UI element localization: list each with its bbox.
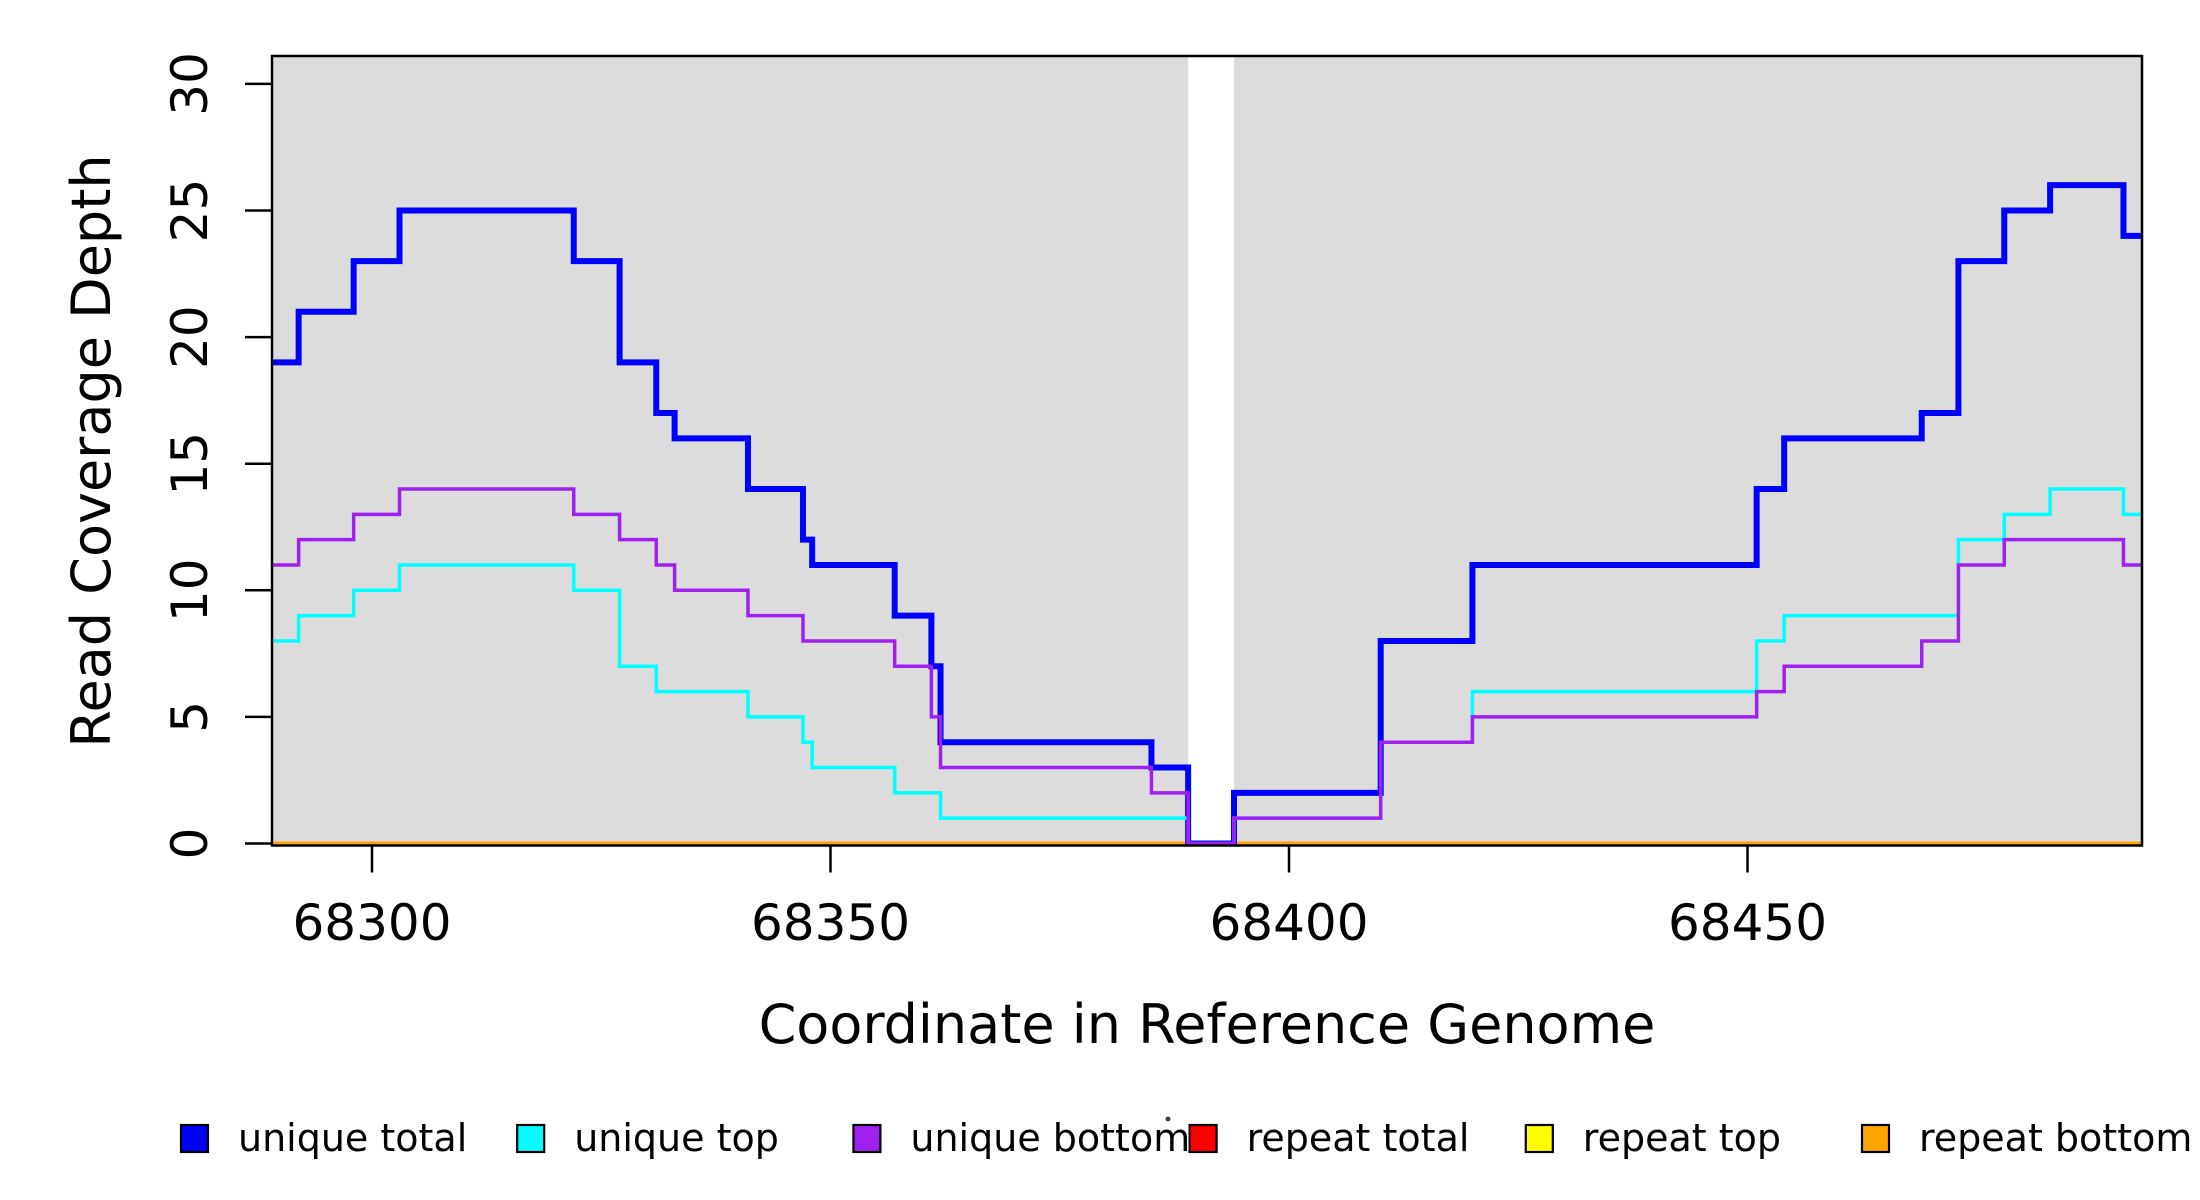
legend: unique total unique top unique bottom repea… bbox=[179, 1116, 2192, 1160]
x-tick-label: 68400 bbox=[1209, 894, 1368, 952]
legend-label-unique-total: unique total bbox=[238, 1116, 467, 1160]
y-axis: 0 5 10 15 20 25 30 bbox=[161, 52, 272, 859]
x-tick-label: 68350 bbox=[751, 894, 910, 952]
y-axis-title: Read Coverage Depth bbox=[60, 154, 123, 747]
y-tick-label: 10 bbox=[161, 558, 219, 622]
legend-label-unique-top: unique top bbox=[574, 1116, 779, 1160]
y-tick-label: 20 bbox=[161, 305, 219, 369]
series-line-unique-bottom bbox=[272, 487, 2142, 846]
shaded-region-left bbox=[272, 56, 1189, 846]
legend-label-repeat-total: repeat total bbox=[1247, 1116, 1470, 1160]
legend-swatch-repeat-total bbox=[1188, 1123, 1218, 1154]
legend-swatch-unique-top bbox=[516, 1123, 546, 1154]
legend-swatch-repeat-top bbox=[1524, 1123, 1554, 1154]
plot-frame bbox=[270, 54, 2144, 847]
plot-background bbox=[272, 56, 2142, 846]
y-tick-label: 15 bbox=[161, 432, 219, 496]
stray-mark bbox=[1165, 1116, 1171, 1122]
legend-swatch-unique-total bbox=[179, 1123, 210, 1154]
x-axis: 68300 68350 68400 68450 bbox=[292, 845, 1827, 952]
legend-label-unique-bottom: unique bottom bbox=[910, 1116, 1190, 1160]
series-line-unique-top bbox=[272, 487, 2142, 846]
legend-label-repeat-bottom: repeat bottom bbox=[1919, 1116, 2192, 1160]
x-tick-label: 68450 bbox=[1668, 894, 1827, 952]
y-tick-label: 5 bbox=[161, 701, 219, 733]
y-tick-label: 30 bbox=[161, 52, 219, 116]
series-line-unique-total bbox=[272, 182, 2142, 847]
plot-border bbox=[270, 54, 2144, 847]
shaded-region-right bbox=[1233, 56, 2142, 846]
legend-swatch-repeat-bottom bbox=[1860, 1123, 1891, 1154]
series-lines bbox=[272, 182, 2142, 847]
legend-swatch-unique-bottom bbox=[852, 1123, 882, 1154]
x-axis-title: Coordinate in Reference Genome bbox=[759, 993, 1656, 1056]
y-tick-label: 25 bbox=[161, 179, 219, 243]
legend-label-repeat-top: repeat top bbox=[1583, 1116, 1781, 1160]
x-tick-label: 68300 bbox=[292, 894, 451, 952]
y-tick-label: 0 bbox=[161, 828, 219, 860]
